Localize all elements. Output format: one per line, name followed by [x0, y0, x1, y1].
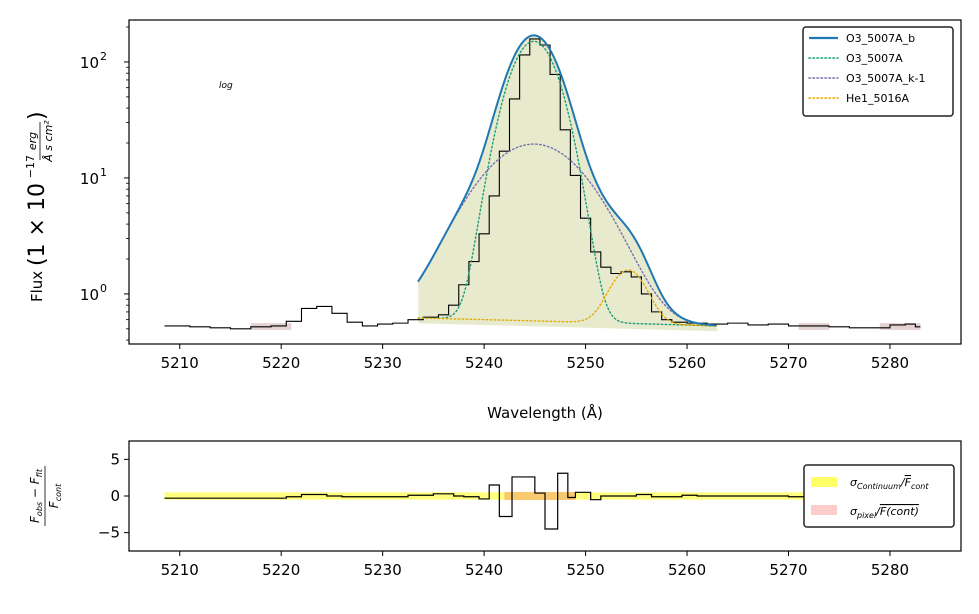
legend-box	[802, 26, 954, 117]
y-tick-exp-1: 1	[100, 166, 107, 179]
ylabel-main: Flux	[28, 266, 46, 302]
legend-swatch-pixel	[811, 505, 837, 515]
res-ylabel-minus: − F	[28, 476, 42, 502]
y-tick-label-2: 10	[80, 54, 99, 72]
residual-y-axis-label: Fobs − Ffit Fcont	[28, 466, 63, 526]
res-x-tick-label-5210: 5210	[161, 561, 199, 579]
legend-label-O3_5007A_b: O3_5007A_b	[846, 32, 915, 45]
spectrum-legend: O3_5007A_b O3_5007A O3_5007A_k-1 He1_5016A	[802, 26, 954, 117]
res-x-tick-label-5230: 5230	[364, 561, 402, 579]
legend-label-O3_5007A_k-1: O3_5007A_k-1	[846, 72, 926, 85]
residual-y-ticks: 5 0 −5	[98, 450, 129, 542]
legend-items: O3_5007A_b O3_5007A O3_5007A_k-1 He1_5016A	[808, 32, 926, 105]
legend-swatch-continuum	[811, 477, 837, 487]
y-tick-label-0: 10	[80, 286, 99, 304]
res-x-tick-label-5250: 5250	[566, 561, 604, 579]
residual-steps	[164, 472, 921, 530]
res-x-tick-label-5270: 5270	[769, 561, 807, 579]
observed-spectrum	[164, 38, 921, 330]
res-y-tick-label--5: −5	[98, 524, 120, 542]
component-O3_5007A	[417, 40, 718, 327]
res-x-tick-label-5280: 5280	[871, 561, 909, 579]
residual-panel: 5210 5220 5230 5240 5250 5260 5270 5280 5 0 −5 Fo…	[28, 440, 962, 579]
spectrum-panel: 5210 5220 5230 5240 5250 5260 5270 5280 10 010 11…	[24, 19, 962, 422]
legend-label-pixel: σpixel/F(cont)	[850, 505, 919, 520]
res-y-tick-label-5: 5	[110, 450, 120, 468]
res-x-tick-label-5260: 5260	[668, 561, 706, 579]
legend-label-O3_5007A: O3_5007A	[846, 52, 903, 65]
total-model-O3_5007A_b	[417, 34, 717, 327]
mask-region-1	[798, 323, 830, 330]
line-region-fill	[418, 35, 718, 332]
y-axis-label: Flux (1 × 10 −17 erg Å s cm² )	[24, 111, 55, 302]
ylabel-unit-num: erg	[26, 132, 39, 150]
spectrum-axes-frame	[128, 19, 962, 345]
residual-legend: σContinuum/Fcont σpixel/F(cont)	[803, 464, 955, 528]
spectrum-series	[164, 34, 921, 330]
residual-series	[164, 472, 921, 530]
res-x-tick-label-5220: 5220	[262, 561, 300, 579]
y-tick-exp-2: 2	[100, 50, 107, 63]
svg-text:Fcont: Fcont	[47, 483, 63, 508]
residual-x-ticks: 5210 5220 5230 5240 5250 5260 5270 5280	[161, 551, 909, 579]
ylabel-close: )	[25, 111, 50, 120]
res-y-tick-label-0: 0	[110, 487, 120, 505]
res-ylabel-num: F	[28, 515, 42, 523]
x-tick-label-5220: 5220	[262, 354, 300, 372]
x-tick-label-5250: 5250	[566, 354, 604, 372]
x-tick-label-5260: 5260	[668, 354, 706, 372]
res-ylabel-sub1: obs	[35, 502, 44, 516]
res-ylabel-den: F	[47, 500, 61, 508]
x-axis-label: Wavelength (Å)	[487, 403, 603, 422]
ylabel-exp: −17	[24, 155, 37, 178]
x-tick-label-5270: 5270	[769, 354, 807, 372]
y-tick-label-1: 10	[80, 170, 99, 188]
svg-text:Flux (1 × 10: Flux (1 × 10 −17	[24, 155, 50, 302]
x-tick-label-5280: 5280	[871, 354, 909, 372]
res-ylabel-sub2: fit	[35, 468, 44, 477]
residual-legend-box	[803, 464, 955, 528]
log-annotation: log	[219, 81, 233, 91]
x-tick-label-5210: 5210	[161, 354, 199, 372]
res-ylabel-den-sub: cont	[54, 483, 63, 501]
res-x-tick-label-5240: 5240	[465, 561, 503, 579]
ylabel-unit-den: Å s cm²	[42, 120, 55, 163]
spectrum-x-ticks: 5210 5220 5230 5240 5250 5260 5270 5280	[161, 344, 909, 372]
legend-label-He1_5016A: He1_5016A	[846, 92, 910, 105]
legend-label-continuum: σContinuum/Fcont	[850, 476, 929, 491]
x-tick-label-5230: 5230	[364, 354, 402, 372]
svg-text:Fobs − Ffit: Fobs − Ffit	[28, 468, 44, 523]
mask-region-2	[879, 323, 921, 330]
ylabel-scale: (1 × 10	[25, 183, 50, 266]
sigma-pixel-band	[504, 491, 576, 501]
component-He1_5016A	[417, 269, 718, 327]
residual-bands	[164, 491, 921, 501]
x-tick-label-5240: 5240	[465, 354, 503, 372]
y-tick-exp-0: 0	[100, 282, 107, 295]
